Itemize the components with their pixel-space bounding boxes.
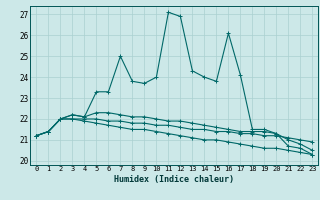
X-axis label: Humidex (Indice chaleur): Humidex (Indice chaleur) [115, 175, 234, 184]
